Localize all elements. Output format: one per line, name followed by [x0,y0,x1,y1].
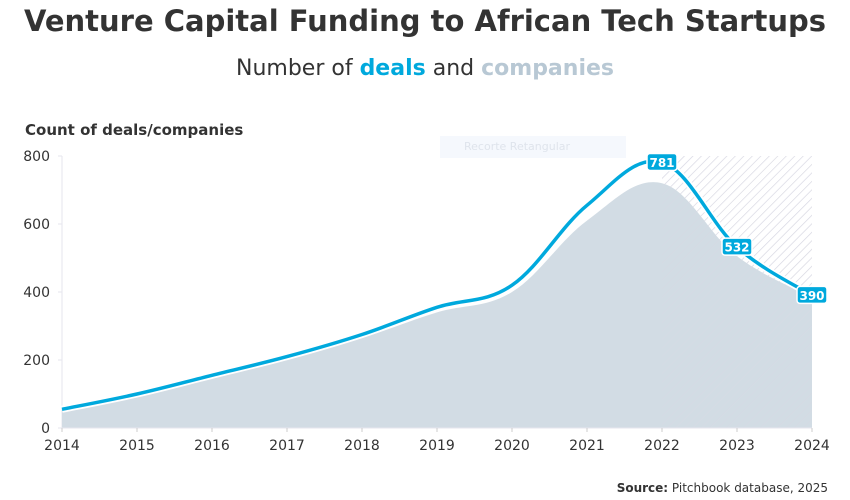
source-note: Source: Pitchbook database, 2025 [617,481,828,495]
x-tick-label: 2017 [269,438,305,454]
x-tick-label: 2018 [344,438,380,454]
y-tick-label: 0 [41,421,50,437]
highlight-region-overlay [662,156,812,428]
x-tick-label: 2019 [419,438,455,454]
source-label: Source: [616,481,669,495]
subtitle-prefix: Number of [235,56,360,81]
subtitle-deals: deals [359,56,426,81]
y-tick-label: 400 [23,285,50,301]
y-tick-label: 600 [23,217,50,233]
x-tick-label: 2023 [719,438,755,454]
x-tick-label: 2021 [569,438,605,454]
data-label: 532 [724,241,749,255]
companies-area [62,182,812,428]
screen-capture-overlay: Recorte Retangular [440,136,626,158]
x-tick-label: 2015 [119,438,155,454]
subtitle-middle: and [425,56,482,81]
x-tick-label: 2022 [644,438,680,454]
x-tick-label: 2014 [44,438,80,454]
data-label-box [646,152,678,172]
x-tick-label: 2024 [794,438,830,454]
chart-subtitle: Number of deals and companies [0,56,850,81]
source-text: Pitchbook database, 2025 [668,481,828,495]
y-tick-label: 800 [23,149,50,165]
x-tick-label: 2020 [494,438,530,454]
y-axis-label: Count of deals/companies [25,121,244,139]
deals-line [61,159,813,412]
data-label: 781 [649,156,674,170]
y-tick-label: 200 [23,353,50,369]
subtitle-companies: companies [481,56,615,81]
x-tick-label: 2016 [194,438,230,454]
chart-title: Venture Capital Funding to African Tech … [24,4,826,38]
data-label-box [721,237,753,256]
data-label: 390 [799,289,824,303]
data-label-box [796,285,828,305]
